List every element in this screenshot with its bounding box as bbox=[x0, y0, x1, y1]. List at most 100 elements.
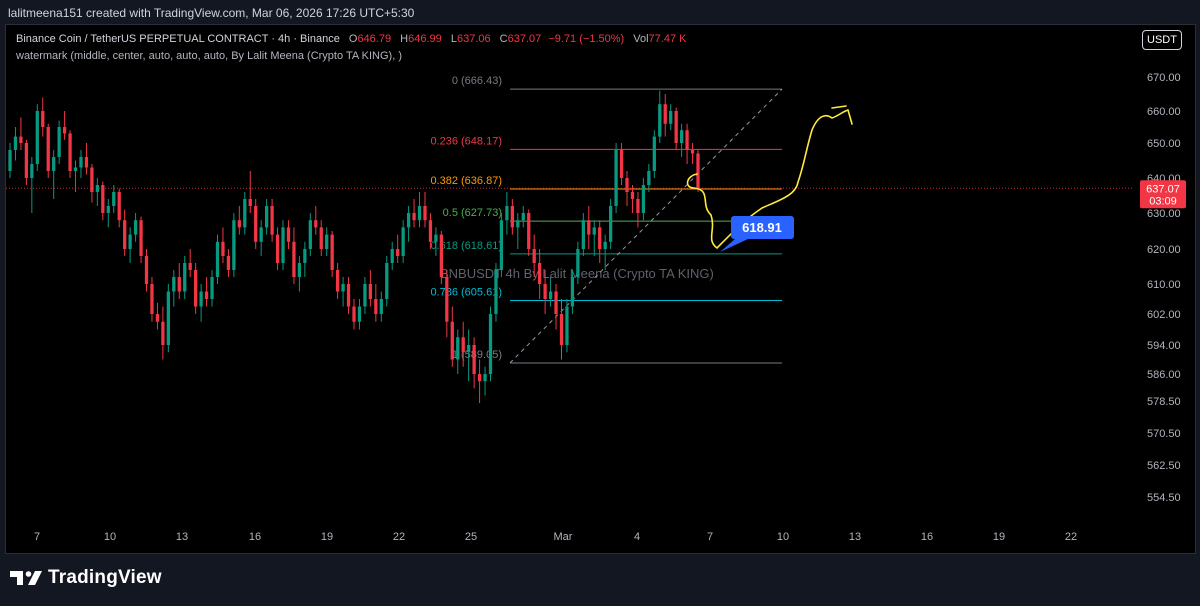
candle-body bbox=[619, 150, 624, 178]
fib-level-label: 0.382 (636.87) bbox=[430, 175, 502, 187]
candle-body bbox=[286, 227, 291, 242]
candle-body bbox=[581, 220, 585, 249]
x-axis-tick-label: 25 bbox=[465, 531, 477, 543]
candle-body bbox=[630, 192, 635, 199]
candle-body bbox=[325, 234, 329, 249]
x-axis-tick-label: 19 bbox=[993, 531, 1005, 543]
fib-level-label: 0.786 (605.61) bbox=[430, 286, 502, 298]
chart-frame[interactable] bbox=[5, 24, 1196, 554]
symbol-legend: Binance Coin / TetherUS PERPETUAL CONTRA… bbox=[16, 33, 686, 45]
candle-body bbox=[335, 270, 340, 292]
candle-body bbox=[527, 213, 531, 249]
candle-body bbox=[647, 171, 651, 185]
candle-body bbox=[598, 227, 602, 249]
x-axis-tick-label: 7 bbox=[34, 531, 40, 543]
high-value: 646.99 bbox=[408, 33, 442, 45]
top-bar: lalitmeena151 created with TradingView.c… bbox=[0, 0, 1200, 24]
candle-body bbox=[270, 206, 274, 235]
candle-body bbox=[79, 157, 83, 168]
y-axis-tick-label: 586.00 bbox=[1147, 369, 1181, 381]
projection-path bbox=[686, 105, 853, 249]
fib-level-label: 0.5 (627.73) bbox=[443, 207, 502, 219]
candle-body bbox=[538, 263, 542, 284]
candle-body bbox=[685, 130, 689, 150]
candle-body bbox=[161, 321, 165, 345]
candle-body bbox=[390, 249, 394, 263]
candle-body bbox=[406, 213, 411, 228]
y-axis-tick-label: 602.00 bbox=[1147, 309, 1181, 321]
candle-body bbox=[215, 241, 220, 277]
open-value: 646.79 bbox=[357, 33, 392, 45]
candle-body bbox=[472, 345, 476, 374]
candle-body bbox=[385, 263, 389, 299]
candle-body bbox=[434, 234, 438, 242]
candle-body bbox=[510, 206, 514, 228]
candle-body bbox=[548, 291, 553, 299]
candle-body bbox=[467, 345, 471, 353]
candle-body bbox=[641, 185, 646, 213]
x-axis-tick-label: 7 bbox=[707, 531, 713, 543]
x-axis-tick-label: 13 bbox=[849, 531, 861, 543]
candle-body bbox=[494, 270, 498, 314]
y-axis-tick-label: 594.00 bbox=[1147, 340, 1181, 352]
low-label: L bbox=[450, 33, 457, 45]
currency-button[interactable]: USDT bbox=[1142, 30, 1182, 50]
candle-body bbox=[401, 227, 405, 256]
watermark-study-line[interactable]: watermark (middle, center, auto, auto, a… bbox=[16, 50, 402, 62]
high-label: H bbox=[400, 33, 409, 45]
candle-body bbox=[172, 277, 176, 292]
x-axis-tick-label: 22 bbox=[393, 531, 405, 543]
candle-body bbox=[112, 192, 116, 206]
candle-body bbox=[248, 199, 252, 206]
candle-body bbox=[308, 220, 312, 249]
candle-body bbox=[128, 234, 132, 249]
candle-body bbox=[281, 227, 285, 263]
candle-body bbox=[352, 306, 356, 322]
candle-body bbox=[41, 111, 45, 127]
candle-body bbox=[264, 206, 269, 228]
candle-body bbox=[445, 277, 449, 322]
candle-body bbox=[483, 374, 487, 382]
candle-body bbox=[46, 127, 50, 171]
price-countdown-label: 03:09 bbox=[1149, 195, 1177, 207]
candle-body bbox=[396, 249, 400, 256]
y-axis-tick-label: 554.50 bbox=[1147, 492, 1181, 504]
tradingview-wordmark: TradingView bbox=[48, 567, 162, 588]
candle-body bbox=[565, 306, 569, 345]
fib-level-label: 0.236 (648.17) bbox=[430, 135, 502, 147]
candle-body bbox=[608, 206, 613, 242]
current-price-tag bbox=[1140, 180, 1186, 209]
close-value: 637.07 bbox=[507, 33, 542, 45]
candle-body bbox=[423, 206, 427, 221]
y-axis-tick-label: 610.00 bbox=[1147, 279, 1181, 291]
price-callout-label: 618.91 bbox=[742, 220, 782, 235]
candle-body bbox=[30, 164, 34, 178]
candle-body bbox=[363, 284, 367, 307]
created-by-text: lalitmeena151 created with TradingView.c… bbox=[8, 6, 415, 20]
candle-body bbox=[95, 185, 100, 192]
candle-body bbox=[379, 299, 383, 314]
candle-body bbox=[625, 178, 629, 192]
candle-body bbox=[177, 277, 181, 292]
tradingview-logo[interactable]: TradingView bbox=[10, 566, 162, 590]
tradingview-logo-icon bbox=[10, 571, 42, 585]
candle-body bbox=[319, 227, 323, 249]
candle-body bbox=[221, 241, 225, 256]
candle-body bbox=[292, 241, 296, 277]
candle-body bbox=[13, 136, 18, 150]
candle-body bbox=[543, 284, 547, 299]
y-axis-tick-label: 630.00 bbox=[1147, 208, 1181, 220]
candle-body bbox=[188, 263, 192, 270]
close-label: C bbox=[499, 33, 508, 45]
candle-body bbox=[570, 277, 575, 307]
candle-body bbox=[559, 314, 564, 345]
candle-body bbox=[166, 291, 170, 345]
candle-body bbox=[461, 337, 465, 353]
candle-body bbox=[117, 192, 121, 221]
candle-body bbox=[101, 185, 105, 213]
candle-body bbox=[232, 220, 236, 270]
candle-body bbox=[237, 220, 241, 228]
fib-trend-line bbox=[509, 88, 783, 364]
candle-body bbox=[696, 153, 700, 189]
